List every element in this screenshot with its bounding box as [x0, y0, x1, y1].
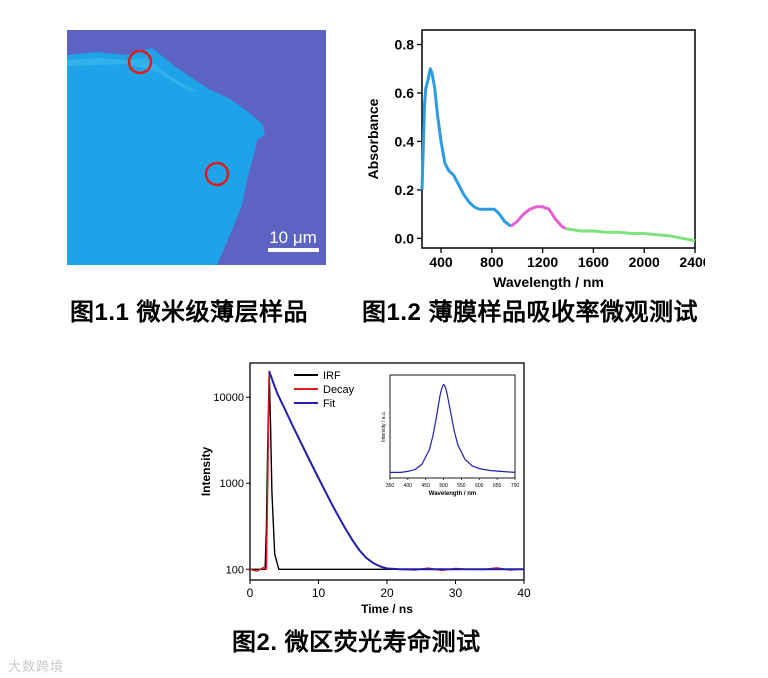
y-tick-label: 10000: [213, 392, 244, 404]
x-tick-label: 800: [480, 254, 504, 270]
inset-x-tick-label: 650: [493, 483, 502, 489]
fluorescence-decay-chart: 0 10 20 30 40 100 1000 10000 Time / ns Intensity I…: [199, 362, 531, 616]
inset-x-tick-label: 550: [457, 483, 466, 489]
legend-label: IRF: [323, 370, 341, 382]
decay-series-line-1: [250, 370, 524, 570]
decay-plot-area: 0 10 20 30 40 100 1000 10000 Time / ns Intensity I…: [199, 362, 531, 616]
absorbance-series-line-1: [420, 67, 512, 228]
decay-series-line-3: [268, 370, 524, 571]
scale-bar-label: 10 μm: [269, 228, 317, 247]
microscope-image: 10 μm: [67, 30, 326, 265]
inset-frame: [389, 374, 516, 479]
marker-circle-1: [127, 49, 153, 75]
x-tick-label: 20: [380, 586, 394, 600]
y-axis-label: Absorbance: [365, 98, 381, 179]
legend-label: Decay: [323, 384, 355, 396]
plot-frame: [421, 29, 696, 249]
microscope-flake-graphic: 10 μm: [67, 30, 326, 265]
x-tick-label: 1600: [578, 254, 609, 270]
thin-flake: [67, 48, 265, 265]
absorbance-series-line-2: [509, 205, 567, 230]
y-tick-label: 0.8: [395, 37, 415, 53]
inset-spectrum-line: [390, 383, 516, 473]
x-tick-label: 2000: [629, 254, 660, 270]
inset-x-tick-label: 600: [475, 483, 484, 489]
figure-caption-3: 图2. 微区荧光寿命测试: [232, 629, 481, 656]
x-tick-label: 0: [247, 586, 254, 600]
inset-x-tick-label: 350: [386, 483, 395, 489]
thick-flake-edge: [67, 58, 197, 92]
figure-caption-2: 图1.2 薄膜样品吸收率微观测试: [362, 299, 699, 326]
y-tick-label: 100: [226, 564, 244, 576]
y-tick-label: 0.0: [395, 230, 415, 246]
inset-x-tick-label: 700: [511, 483, 520, 489]
inset-x-axis-label: Wavelength / nm: [429, 491, 476, 497]
legend-label: Fit: [323, 398, 335, 410]
inset-x-tick-label: 500: [439, 483, 448, 489]
inset-y-axis-label: Intensity / a.u.: [381, 411, 387, 442]
x-tick-label: 10: [312, 586, 326, 600]
y-tick-label: 0.6: [395, 85, 415, 101]
y-axis-label: Intensity: [199, 447, 213, 497]
absorbance-series-line-3: [565, 227, 696, 243]
inset-x-tick-label: 400: [404, 483, 413, 489]
scale-bar: [268, 248, 319, 252]
y-tick-label: 0.2: [395, 182, 415, 198]
figure-caption-1: 图1.1 微米级薄层样品: [70, 299, 309, 326]
x-tick-label: 30: [449, 586, 463, 600]
x-tick-label: 40: [517, 586, 531, 600]
x-axis-label: Time / ns: [361, 602, 413, 616]
x-axis-label: Wavelength / nm: [493, 274, 604, 290]
x-tick-label: 400: [429, 254, 453, 270]
marker-circle-2: [204, 161, 230, 187]
y-tick-label: 1000: [220, 478, 244, 490]
inset-x-tick-label: 450: [422, 483, 431, 489]
watermark: 大数跨境: [8, 659, 65, 674]
y-tick-label: 0.4: [395, 133, 415, 149]
x-tick-label: 1200: [527, 254, 558, 270]
